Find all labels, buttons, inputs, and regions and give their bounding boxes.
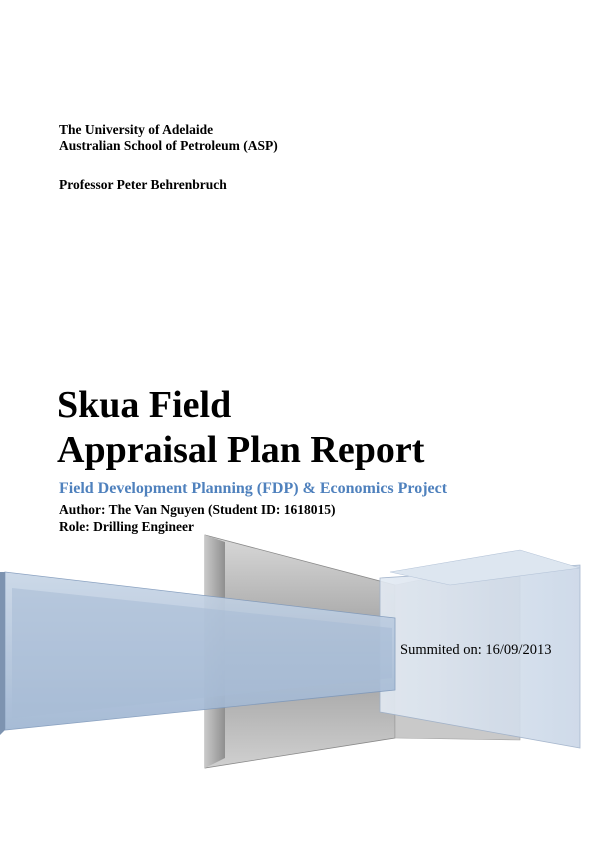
professor-name: Professor Peter Behrenbruch <box>59 177 227 192</box>
school-name: Australian School of Petroleum (ASP) <box>59 138 278 153</box>
report-title-line-2: Appraisal Plan Report <box>57 429 425 471</box>
submission-date: Summited on: 16/09/2013 <box>400 642 552 658</box>
role-line: Role: Drilling Engineer <box>59 519 194 534</box>
author-block: Author: The Van Nguyen (Student ID: 1618… <box>59 501 336 535</box>
author-line: Author: The Van Nguyen (Student ID: 1618… <box>59 502 336 517</box>
blue-panel-edge <box>0 572 5 735</box>
report-title-line-1: Skua Field <box>57 384 232 426</box>
blue-panel-inner <box>12 588 392 718</box>
report-subtitle: Field Development Planning (FDP) & Econo… <box>59 480 448 497</box>
university-name: The University of Adelaide <box>59 122 214 137</box>
report-title: Skua Field Appraisal Plan Report <box>57 383 424 473</box>
institution-block: The University of Adelaide Australian Sc… <box>59 122 278 154</box>
blue-panel-top-right <box>389 549 581 586</box>
cover-decorative-graphic <box>0 534 581 769</box>
